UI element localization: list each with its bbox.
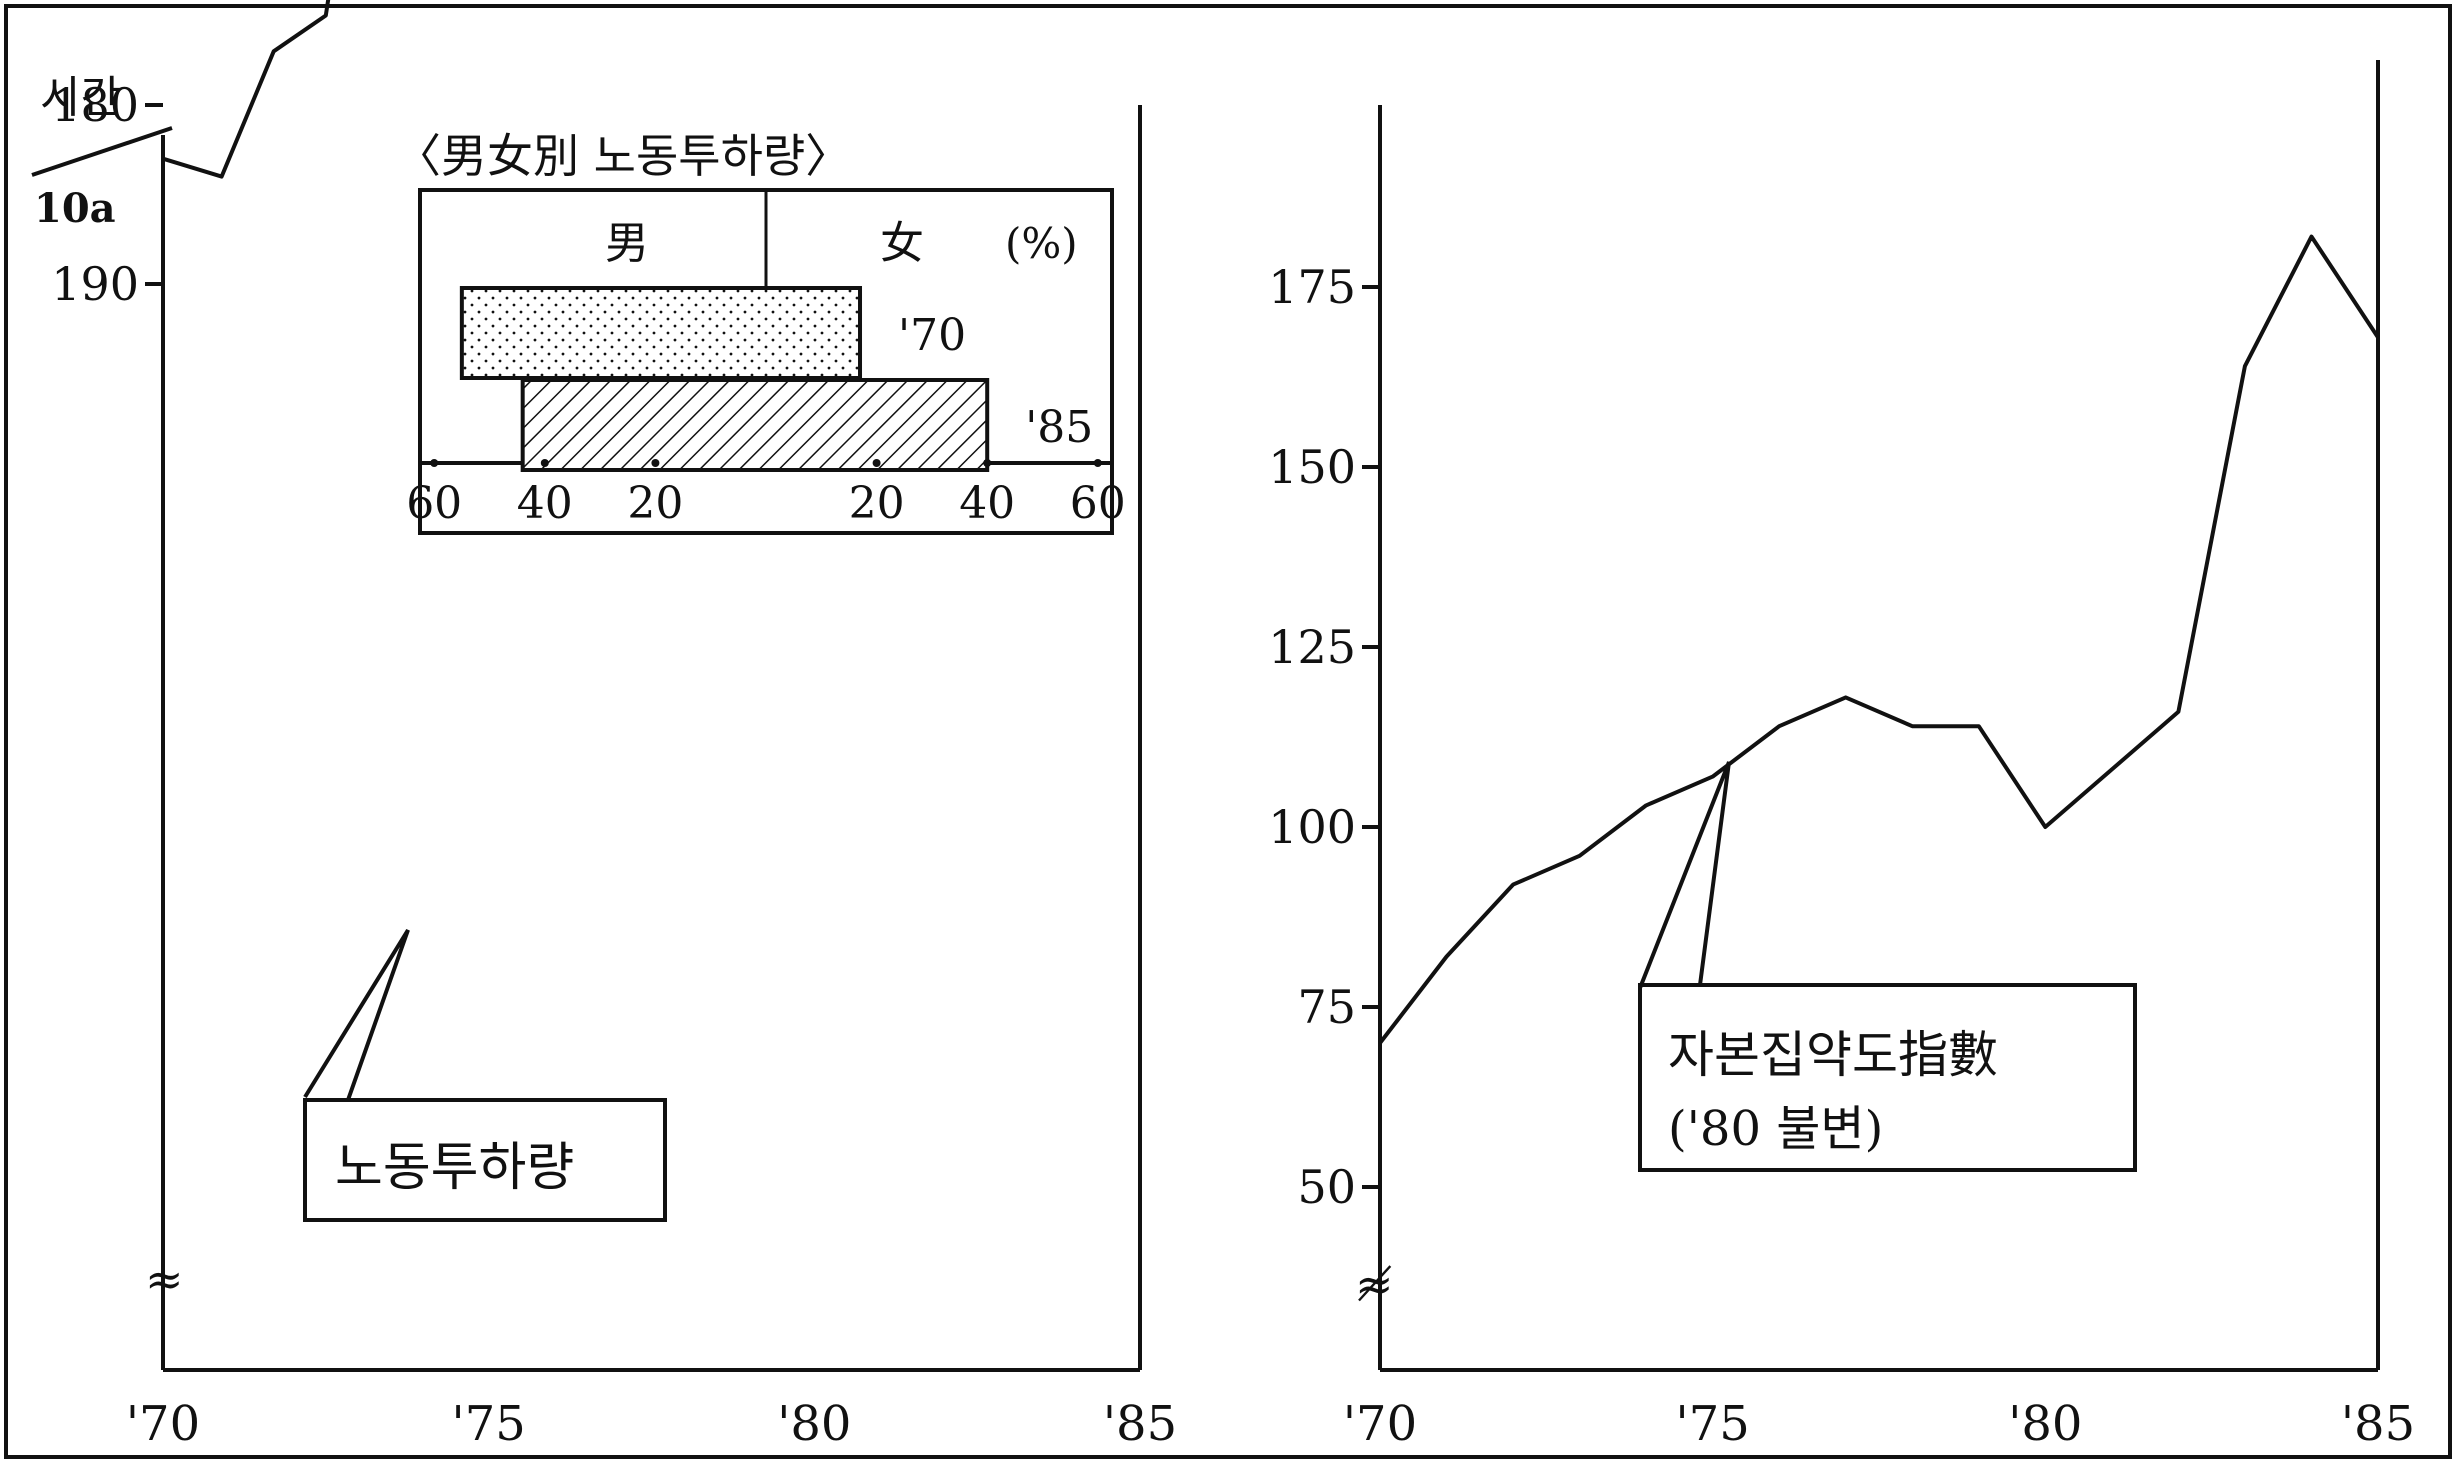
inset-gender-chart: 〈男女別 노동투하량〉 男 女 (%) '70 '85 60 40 20 20 40 60 (395, 129, 1126, 535)
left-axis-break: ≈ (145, 1252, 184, 1306)
inset-tick-dot (651, 459, 660, 467)
left-ylabel-bottom: 10a (34, 185, 116, 232)
inset-bars: '70 '85 (459, 286, 1093, 472)
inset-tick-label: 40 (959, 478, 1015, 529)
outer-frame (4, 4, 2452, 1459)
left-unit-divider (31, 126, 173, 177)
inset-tick-dot (872, 459, 881, 467)
inset-tick-label: 20 (849, 478, 905, 529)
x-tick-label: '85 (2341, 1396, 2415, 1452)
x-tick-label: '70 (1343, 1396, 1417, 1452)
right-callout-line1: 자본집약도指數 (1668, 1026, 1998, 1084)
y-tick-label: 100 (1268, 800, 1356, 854)
inset-tick-dot (540, 459, 549, 467)
inset-right-label: 女 (880, 218, 924, 269)
inset-ticks: 60 40 20 20 40 60 (406, 459, 1126, 529)
y-tick-label: 50 (1297, 1160, 1356, 1214)
right-callout-leader (1638, 761, 2135, 989)
right-x-ticks: '70 '75 '80 '85 (1343, 1396, 2415, 1452)
x-tick-label: '75 (1676, 1396, 1750, 1452)
y-tick-label: 175 (1268, 260, 1356, 314)
inset-tick-label: 40 (517, 478, 573, 529)
y-tick-label: 150 (1268, 440, 1356, 494)
y-tick-label: 190 (51, 257, 139, 311)
right-callout-line2: ('80 불변) (1668, 1101, 1883, 1157)
inset-row-label: '70 (898, 310, 966, 361)
left-callout-label: 노동투하량 (335, 1138, 574, 1198)
inset-tick-label: 20 (627, 478, 683, 529)
inset-bar (459, 286, 863, 380)
y-tick-label: 180 (51, 78, 139, 132)
left-ylabel-top: 시간 (40, 72, 121, 123)
inset-tick-label: 60 (406, 478, 462, 529)
x-tick-label: '75 (452, 1396, 526, 1452)
x-tick-label: '85 (1103, 1396, 1177, 1452)
left-y-ticks: 140150160170180190 (51, 78, 163, 311)
y-tick-label: 125 (1268, 620, 1356, 674)
inset-left-label: 男 (605, 218, 649, 269)
left-x-ticks: '70 '75 '80 '85 (126, 1396, 1177, 1452)
inset-tick-dot (430, 459, 439, 467)
inset-title: 〈男女別 노동투하량〉 (395, 129, 851, 183)
right-y-ticks: 50 75 100 125 150 175 (1268, 260, 1380, 1214)
inset-row-label: '85 (1025, 402, 1093, 453)
inset-bar (520, 378, 990, 472)
inset-tick-dot (983, 459, 992, 467)
series-line-자본집약도 (1378, 234, 2380, 1045)
inset-tick-dot (1093, 459, 1102, 467)
right-callout-box (1638, 983, 2137, 1172)
left-chart-panel: 시간 10a ≈ 140150160170180190 '70'75'80'85… (31, 0, 1177, 1452)
left-callout-leader (303, 928, 410, 1101)
x-tick-label: '80 (777, 1396, 851, 1452)
inset-unit: (%) (1005, 219, 1078, 268)
x-tick-label: '80 (2008, 1396, 2082, 1452)
left-callout-box (303, 1098, 667, 1222)
x-tick-label: '70 (126, 1396, 200, 1452)
y-tick-label: 75 (1297, 980, 1356, 1034)
right-axis-break: ≉ (1355, 1257, 1394, 1311)
inset-tick-label: 60 (1070, 478, 1126, 529)
